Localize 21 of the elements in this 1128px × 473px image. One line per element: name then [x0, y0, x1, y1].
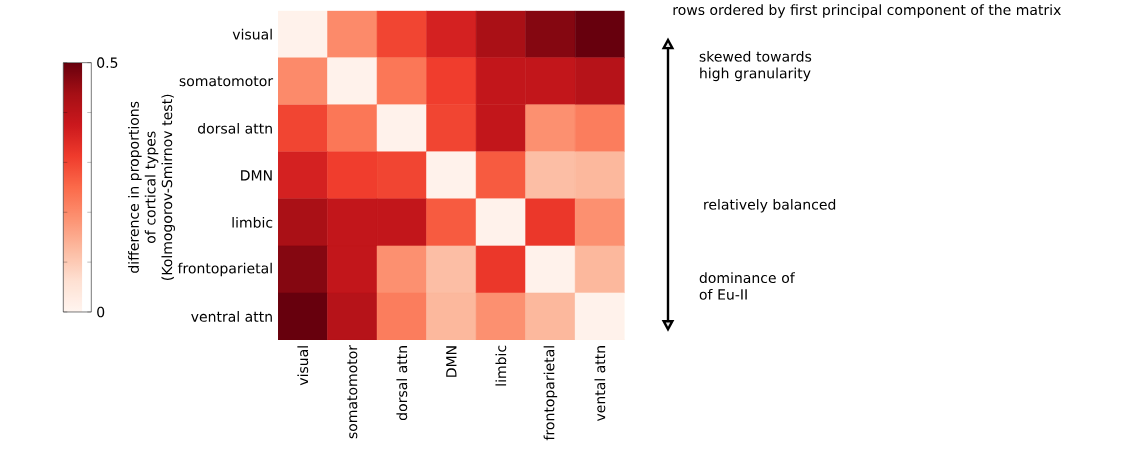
text: skewed towards high granularity	[699, 50, 812, 81]
x-tick-label: vental attn	[594, 345, 606, 421]
x-tick-label: limbic	[495, 345, 507, 386]
y-tick-label: visual	[232, 28, 272, 40]
x-tick-label: DMN	[446, 346, 457, 377]
y-tick-label: DMN	[241, 170, 272, 181]
y-tick-label: dorsal attn	[198, 122, 272, 134]
text: rows ordered by first principal component of the matrix	[673, 4, 1061, 18]
y-tick-label: limbic	[232, 216, 273, 228]
y-tick-label: somatomotor	[179, 76, 274, 87]
y-tick-label: ventral attn	[191, 310, 272, 322]
x-tick-label: frontoparietal	[543, 346, 558, 440]
color-bar-label: 0	[97, 306, 105, 318]
text: relatively balanced	[704, 198, 836, 213]
x-tick-label: visual	[297, 346, 309, 386]
y-tick-label: frontoparietal	[177, 262, 272, 277]
x-tick-label: somatomotor	[347, 344, 358, 439]
color-bar-label: 0.5	[97, 57, 118, 68]
text: dominance of of Eu-II	[699, 272, 795, 300]
color-bar-title: difference in proportions of cortical types (Kolmogorov-Smirnov test)	[128, 94, 175, 280]
x-tick-label: dorsal attn	[396, 345, 408, 420]
